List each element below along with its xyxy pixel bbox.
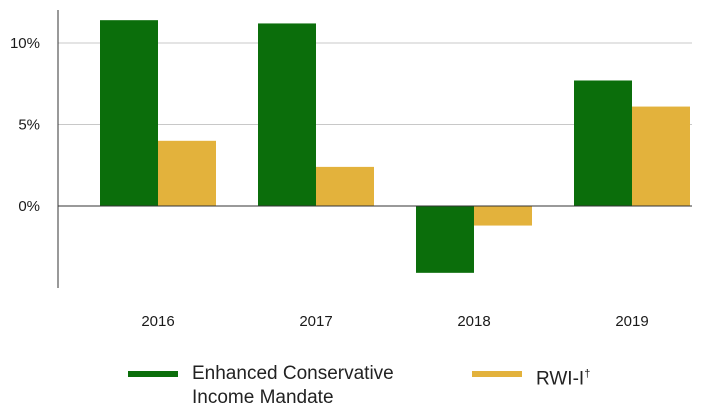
y-tick-label: 5% xyxy=(18,117,40,134)
legend-item-enhanced-conservative: Enhanced Conservative Income Mandate xyxy=(128,362,432,410)
x-tick-label: 2019 xyxy=(615,313,648,330)
dagger-mark: † xyxy=(584,368,591,380)
bar-chart-plot: 10% 5% 0% 2016 2017 2018 2019 xyxy=(10,10,692,330)
bar-2016-series-2 xyxy=(158,140,216,206)
y-tick-label: 0% xyxy=(18,198,40,215)
y-tick-labels: 10% 5% 0% xyxy=(10,35,40,215)
bar-2018-series-2 xyxy=(474,206,532,226)
x-tick-label: 2017 xyxy=(299,313,332,330)
legend: Enhanced Conservative Income Mandate RWI… xyxy=(128,362,590,410)
bar-2018-series-1 xyxy=(416,206,474,273)
bars xyxy=(100,20,690,273)
legend-swatch-green xyxy=(128,371,178,377)
bar-2019-series-2 xyxy=(632,106,690,206)
legend-swatch-gold xyxy=(472,371,522,377)
legend-label: Enhanced Conservative Income Mandate xyxy=(192,363,394,408)
x-tick-label: 2016 xyxy=(141,313,174,330)
bar-2016-series-1 xyxy=(100,20,158,207)
bar-2017-series-1 xyxy=(258,23,316,206)
legend-item-rwi: RWI-I† xyxy=(472,362,590,410)
x-tick-labels: 2016 2017 2018 2019 xyxy=(141,313,648,330)
y-tick-label: 10% xyxy=(10,35,40,52)
legend-label-text: RWI-I xyxy=(536,368,585,390)
legend-label: RWI-I† xyxy=(536,362,590,391)
bar-2019-series-1 xyxy=(574,80,632,206)
bar-2017-series-2 xyxy=(316,166,374,206)
x-tick-label: 2018 xyxy=(457,313,490,330)
